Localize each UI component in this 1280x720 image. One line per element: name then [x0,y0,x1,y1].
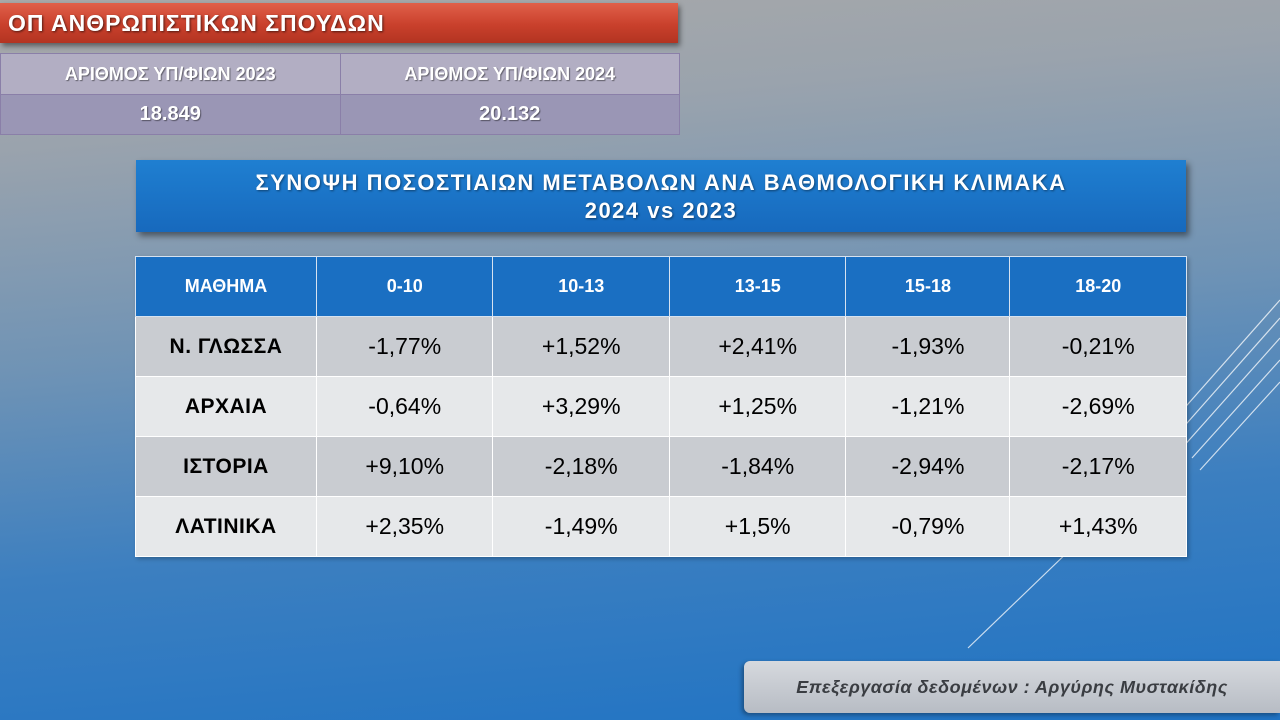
summary-banner: ΣΥΝΟΨΗ ΠΟΣΟΣΤΙΑΙΩΝ ΜΕΤΑΒΟΛΩΝ ΑΝΑ ΒΑΘΜΟΛΟ… [136,160,1186,232]
value-cell: -2,94% [845,436,1011,497]
summary-line-1: ΣΥΝΟΨΗ ΠΟΣΟΣΤΙΑΙΩΝ ΜΕΤΑΒΟΛΩΝ ΑΝΑ ΒΑΘΜΟΛΟ… [255,170,1067,195]
value-cell: -1,49% [492,496,670,557]
value-cell: -1,84% [668,436,847,497]
table-row: ΙΣΤΟΡΙΑ +9,10% -2,18% -1,84% -2,94% -2,1… [135,436,1187,497]
value-cell: -2,18% [492,436,670,497]
value-cell: -2,17% [1009,436,1187,497]
value-cell: +2,41% [668,316,847,377]
page-title: ΟΠ ΑΝΘΡΩΠΙΣΤΙΚΩΝ ΣΠΟΥΔΩΝ [0,3,678,43]
count-value-row: 18.849 20.132 [0,94,680,135]
student-count-table: ΑΡΙΘΜΟΣ ΥΠ/ΦΙΩΝ 2023 ΑΡΙΘΜΟΣ ΥΠ/ΦΙΩΝ 202… [0,53,680,135]
value-cell: -1,21% [845,376,1011,437]
value-cell: -0,64% [315,376,494,437]
count-value-2024: 20.132 [339,94,680,135]
column-header: 13-15 [668,256,847,317]
value-cell: -0,79% [845,496,1011,557]
subject-cell: ΛΑΤΙΝΙΚΑ [135,496,317,557]
table-header-row: ΜΑΘΗΜΑ 0-10 10-13 13-15 15-18 18-20 [135,256,1187,317]
subject-cell: Ν. ΓΛΩΣΣΑ [135,316,317,377]
value-cell: +9,10% [315,436,494,497]
credit-label: Επεξεργασία δεδομένων : Αργύρης Μυστακίδ… [744,661,1280,713]
value-cell: +2,35% [315,496,494,557]
value-cell: -1,93% [845,316,1011,377]
value-cell: +1,52% [492,316,670,377]
column-header: 10-13 [492,256,670,317]
column-header: 18-20 [1009,256,1187,317]
table-row: ΛΑΤΙΝΙΚΑ +2,35% -1,49% +1,5% -0,79% +1,4… [135,496,1187,557]
value-cell: +1,25% [668,376,847,437]
column-header: 15-18 [845,256,1011,317]
count-label-2023: ΑΡΙΘΜΟΣ ΥΠ/ΦΙΩΝ 2023 [0,53,341,95]
table-row: Ν. ΓΛΩΣΣΑ -1,77% +1,52% +2,41% -1,93% -0… [135,316,1187,377]
subject-cell: ΑΡΧΑΙΑ [135,376,317,437]
value-cell: -1,77% [315,316,494,377]
column-header: ΜΑΘΗΜΑ [135,256,317,317]
subject-cell: ΙΣΤΟΡΙΑ [135,436,317,497]
summary-line-2: 2024 vs 2023 [584,198,738,223]
value-cell: +3,29% [492,376,670,437]
value-cell: +1,43% [1009,496,1187,557]
count-value-2023: 18.849 [0,94,341,135]
column-header: 0-10 [315,256,494,317]
grade-change-table: ΜΑΘΗΜΑ 0-10 10-13 13-15 15-18 18-20 Ν. Γ… [135,256,1187,557]
value-cell: -0,21% [1009,316,1187,377]
count-label-2024: ΑΡΙΘΜΟΣ ΥΠ/ΦΙΩΝ 2024 [339,53,680,95]
count-header-row: ΑΡΙΘΜΟΣ ΥΠ/ΦΙΩΝ 2023 ΑΡΙΘΜΟΣ ΥΠ/ΦΙΩΝ 202… [0,53,680,95]
value-cell: -2,69% [1009,376,1187,437]
table-row: ΑΡΧΑΙΑ -0,64% +3,29% +1,25% -1,21% -2,69… [135,376,1187,437]
value-cell: +1,5% [668,496,847,557]
